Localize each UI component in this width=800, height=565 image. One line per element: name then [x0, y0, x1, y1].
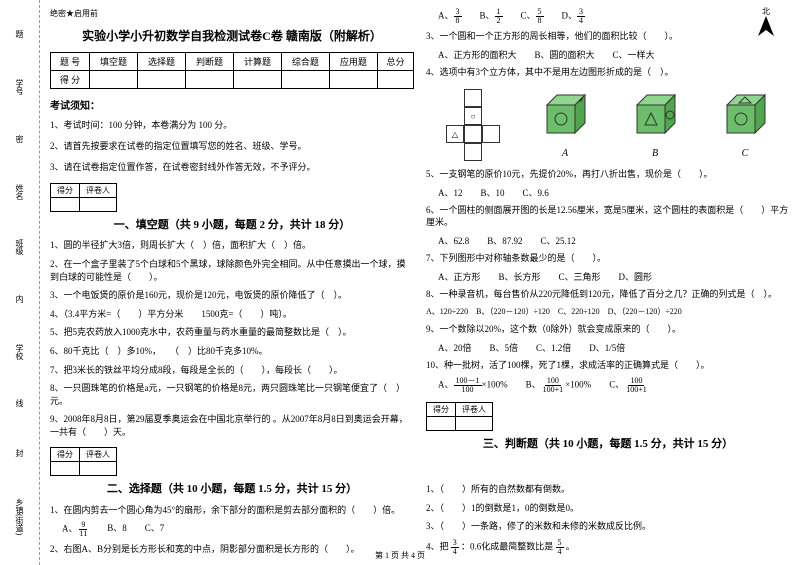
s2-q6-choices: A、62.8 B、87.92 C、25.12: [438, 234, 790, 247]
notice-item: 2、请首先按要求在试卷的指定位置填写您的姓名、班级、学号。: [50, 139, 414, 152]
choice-c: C、58: [521, 8, 544, 25]
binding-label-school: 学校: [14, 344, 25, 360]
scorer-box: 得分评卷人: [50, 447, 117, 476]
section2-head: 得分评卷人: [50, 447, 414, 476]
notice-item: 1、考试时间：100 分钟，本卷满分为 100 分。: [50, 118, 414, 131]
cube-label-b: B: [627, 148, 683, 159]
table-row: 得 分: [51, 71, 414, 89]
s1-q8: 8、一只圆珠笔的价格是a元，一只钢笔的价格是8元，两只圆珠笔比一只钢笔便宜了（ …: [50, 382, 414, 407]
section1-title: 一、填空题（共 9 小题，每题 2 分，共计 18 分）: [50, 216, 414, 234]
cube-c: C: [717, 87, 773, 159]
score-header: 总分: [377, 53, 413, 71]
s3-q2: 2、（ ）1的倒数是1，0的倒数是0。: [426, 502, 790, 515]
choice-a: A、911: [62, 521, 89, 538]
s2-q1-choices: A、911 B、8 C、7: [62, 521, 414, 538]
s2-q3-choices: A、正方形的面积大 B、圆的面积大 C、一样大: [438, 48, 790, 61]
scorer-c2: 评卷人: [80, 184, 117, 198]
notice-item: 3、请在试卷指定位置作答，在试卷密封线外作答无效，不予评分。: [50, 160, 414, 173]
scorer-box: 得分评卷人: [426, 402, 493, 431]
section3-head: 得分评卷人: [426, 402, 790, 431]
s1-q7: 7、把3米长的铁丝平均分成8段，每段是全长的（ ），每段长（ ）。: [50, 364, 414, 377]
section3-title: 三、判断题（共 10 小题，每题 1.5 分，共计 15 分）: [426, 435, 790, 479]
s2-q9-choices: A、20倍 B、5倍 C、1.2倍 D、1/5倍: [438, 341, 790, 354]
paper-title: 实验小学小升初数学自我检测试卷C卷 赣南版（附解析）: [50, 27, 414, 44]
s1-q3: 3、一个电饭煲的原价是160元，现价是120元，电饭煲的原价降低了（ ）。: [50, 289, 414, 302]
page-footer: 第 1 页 共 4 页: [0, 550, 800, 561]
score-row-label: 得 分: [51, 71, 90, 89]
right-column: A、38 B、12 C、58 D、34 北 3、一个圆和一个正方形的周长相等，他…: [426, 8, 790, 557]
choice-d: D、34: [562, 8, 586, 25]
svg-text:北: 北: [762, 7, 770, 16]
s2-q3: 3、一个圆和一个正方形的周长相等，他们的面积比较（ ）。: [426, 30, 790, 43]
s2-q5: 5、一支钢笔的原价10元，先提价20%，再打八折出售，现价是（ ）。: [426, 168, 790, 181]
scorer-c1: 得分: [51, 184, 80, 198]
score-header: 题 号: [51, 53, 90, 71]
section1-head: 得分评卷人: [50, 183, 414, 212]
s2-q10-choices: A、100－1100×100% B、100100+1×100% C、100100…: [438, 377, 790, 394]
cube-net: ○ △: [443, 89, 503, 159]
binding-sep: 线: [16, 398, 24, 409]
choice-b: B、100100+1×100%: [526, 377, 592, 394]
binding-label-class: 班级: [14, 239, 25, 255]
compass-icon: 北: [746, 6, 786, 46]
notice-title: 考试须知：: [50, 97, 414, 112]
section2-title: 二、选择题（共 10 小题，每题 1.5 分，共计 15 分）: [50, 480, 414, 498]
cube-row: ○ △ A: [426, 87, 790, 159]
s2-q7-choices: A、正方形 B、长方形 C、三角形 D、圆形: [438, 270, 790, 283]
binding-margin: 题 学号 密 姓名 班级 内 学校 线 封 乡镇(街道): [0, 0, 40, 565]
s2-q4: 4、选项中有3个立方体，其中不是用左边图形折成的是（ ）。: [426, 66, 790, 79]
choice-b: B、圆的面积大: [535, 48, 595, 61]
secret-label: 绝密★启用前: [50, 8, 414, 19]
choice-c: C、100100+1: [609, 377, 649, 394]
binding-sep: 内: [16, 294, 24, 305]
table-row: 题 号 填空题 选择题 判断题 计算题 综合题 应用题 总分: [51, 53, 414, 71]
cube-b: B: [627, 87, 683, 159]
s2-q2-choices: A、38 B、12 C、58 D、34: [438, 8, 790, 25]
s1-q4: 4、（3.4平方米=（ ）平方分米 1500克=（ ）吨）。: [50, 308, 414, 321]
s1-q9: 9、2008年8月8日，第29届夏季奥运会在中国北京举行的 。从2007年8月8…: [50, 413, 414, 438]
score-header: 应用题: [329, 53, 377, 71]
s2-q1: 1、在圆内剪去一个圆心角为45°的扇形，余下部分的面积是剪去部分面积的（ ）倍。: [50, 504, 414, 517]
binding-label-name: 姓名: [14, 184, 25, 200]
s2-q8-choices: A、120÷220 B、（220－120）÷120 C、220÷120 D、（2…: [426, 306, 790, 317]
choice-a: A、正方形的面积大: [438, 48, 517, 61]
score-table: 题 号 填空题 选择题 判断题 计算题 综合题 应用题 总分 得 分: [50, 52, 414, 89]
cube-label-c: C: [717, 148, 773, 159]
s2-q10: 10、种一批树，活了100棵，死了1棵，求成活率的正确算式是（ ）。: [426, 359, 790, 372]
score-header: 综合题: [281, 53, 329, 71]
s3-q1: 1、（ ）所有的自然数都有倒数。: [426, 483, 790, 496]
binding-label-id: 学号: [14, 79, 25, 95]
s2-q9: 9、一个数除以20%，这个数（0除外）就会变成原来的（ ）。: [426, 323, 790, 336]
s2-q5-choices: A、12 B、10 C、9.6: [438, 186, 790, 199]
s1-q5: 5、把5克农药放入1000克水中，农药重量与药水重量的最简整数比是（ ）。: [50, 326, 414, 339]
score-header: 选择题: [137, 53, 185, 71]
choice-a: A、100－1100×100%: [438, 377, 508, 394]
s1-q1: 1、圆的半径扩大3倍，则周长扩大（ ）倍，面积扩大（ ）倍。: [50, 239, 414, 252]
scorer-box: 得分评卷人: [50, 183, 117, 212]
s2-q8: 8、一种录音机，每台售价从220元降低到120元，降低了百分之几？正确的列式是（…: [426, 288, 790, 301]
binding-sep: 密: [16, 134, 24, 145]
s1-q6: 6、80千克比（ ）多10%， （ ）比80千克多10%。: [50, 345, 414, 358]
choice-c: C、7: [145, 521, 165, 538]
main-content: 绝密★启用前 实验小学小升初数学自我检测试卷C卷 赣南版（附解析） 题 号 填空…: [40, 0, 800, 565]
choice-b: B、12: [480, 8, 503, 25]
binding-label-town: 乡镇(街道): [14, 498, 25, 535]
cube-label-a: A: [537, 148, 593, 159]
choice-a: A、38: [438, 8, 462, 25]
left-column: 绝密★启用前 实验小学小升初数学自我检测试卷C卷 赣南版（附解析） 题 号 填空…: [50, 8, 414, 557]
score-header: 判断题: [185, 53, 233, 71]
s2-q7: 7、下列图形中对称轴条数最少的是（ ）。: [426, 252, 790, 265]
binding-sep: 封: [16, 448, 24, 459]
s1-q2: 2、在一个盒子里装了5个白球和5个黑球，球除颜色外完全相同。从中任意摸出一个球，…: [50, 258, 414, 283]
cube-a: A: [537, 87, 593, 159]
s2-q6: 6、一个圆柱的侧面展开图的长是12.56厘米，宽是5厘米，这个圆柱的表面积是（ …: [426, 204, 790, 229]
score-header: 计算题: [233, 53, 281, 71]
binding-sep: 题: [16, 29, 24, 40]
score-header: 填空题: [90, 53, 138, 71]
choice-c: C、一样大: [613, 48, 655, 61]
choice-b: B、8: [107, 521, 127, 538]
s3-q3: 3、（ ）一条路，修了的米数和未修的米数成反比例。: [426, 520, 790, 533]
